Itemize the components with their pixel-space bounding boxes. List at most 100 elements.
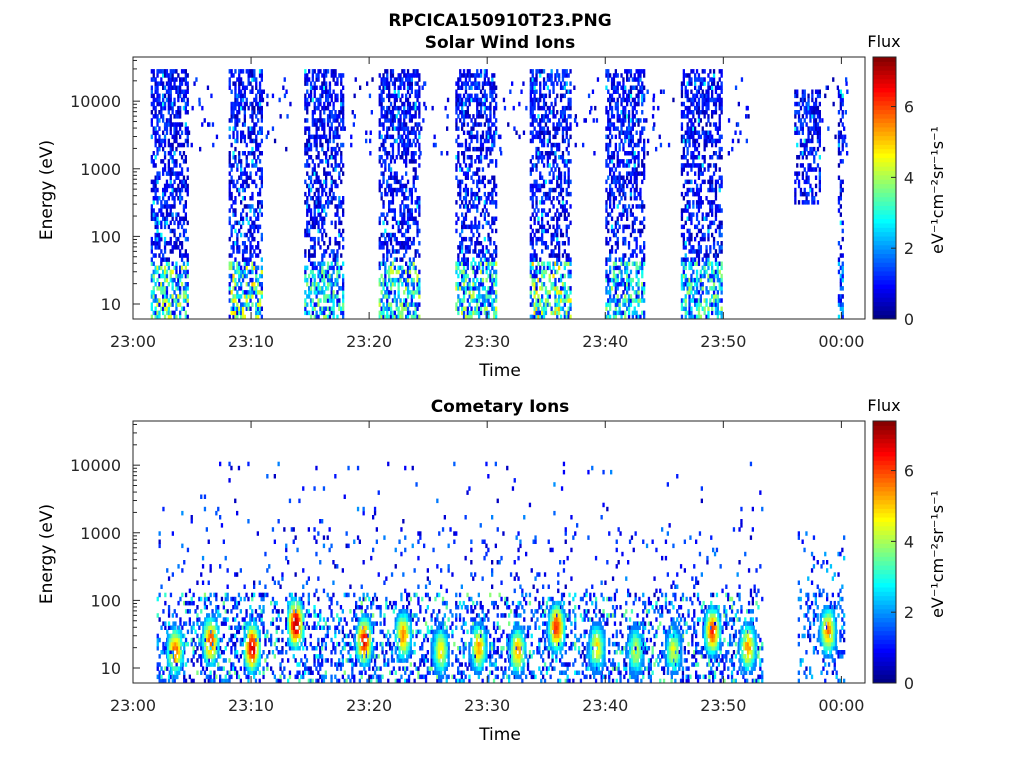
heatmap-cell (481, 269, 485, 275)
heatmap-cell (622, 187, 625, 193)
heatmap-cell (563, 118, 566, 123)
heatmap-cell (627, 151, 631, 156)
heatmap-cell (306, 101, 309, 107)
heatmap-cell (416, 200, 419, 205)
heatmap-cell (234, 105, 237, 111)
heatmap-cell (162, 216, 165, 221)
heatmap-cell (569, 114, 572, 119)
heatmap-cell (251, 265, 254, 271)
heatmap-cell (624, 208, 627, 213)
heatmap-cell (308, 191, 311, 197)
heatmap-cell (639, 134, 642, 140)
heatmap-cell (684, 85, 687, 90)
heatmap-cell (249, 216, 252, 221)
heatmap-cell (468, 134, 471, 140)
heatmap-cell (406, 310, 410, 316)
solar-wind-title: Solar Wind Ions (425, 33, 576, 53)
heatmap-cell (552, 126, 555, 131)
heatmap-cell (405, 151, 408, 156)
heatmap-cell (384, 273, 387, 279)
heatmap-cell (260, 236, 263, 242)
heatmap-cell (230, 232, 233, 238)
heatmap-cell (336, 81, 339, 86)
heatmap-cell (552, 122, 555, 127)
heatmap-cell (308, 155, 311, 160)
heatmap-cell (184, 73, 187, 78)
heatmap-cell (462, 314, 466, 320)
heatmap-cell (493, 110, 496, 115)
heatmap-cell (323, 241, 326, 246)
heatmap-cell (643, 241, 646, 246)
heatmap-cell (330, 249, 333, 254)
heatmap-cell (260, 269, 263, 275)
heatmap-cell (682, 167, 685, 172)
heatmap-cell (684, 282, 687, 287)
heatmap-cell (245, 282, 248, 287)
heatmap-cell (565, 191, 568, 197)
heatmap-cell (171, 142, 174, 148)
heatmap-cell (565, 228, 568, 234)
heatmap-cell (171, 155, 174, 160)
heatmap-cell (631, 212, 634, 217)
heatmap-cell (388, 81, 391, 86)
heatmap-cell (612, 155, 616, 160)
heatmap-cell (401, 245, 404, 250)
heatmap-cell (541, 306, 544, 311)
heatmap-cell (414, 93, 417, 99)
heatmap-cell (618, 175, 621, 180)
heatmap-cell (150, 159, 153, 164)
heatmap-cell (686, 97, 689, 103)
heatmap-cell (544, 151, 548, 156)
heatmap-cell (416, 122, 419, 127)
heatmap-cell (253, 151, 256, 156)
heatmap-cell (529, 77, 532, 82)
heatmap-cell (342, 118, 345, 123)
heatmap-cell (633, 142, 636, 148)
heatmap-cell (688, 134, 691, 140)
heatmap-cell (690, 290, 693, 295)
heatmap-cell (487, 265, 490, 271)
heatmap-cell (167, 306, 170, 311)
heatmap-cell (406, 179, 410, 185)
heatmap-cell (686, 208, 689, 213)
heatmap-cell (255, 183, 258, 189)
heatmap-cell (304, 146, 307, 152)
heatmap-cell (641, 110, 644, 115)
heatmap-cell (186, 85, 189, 90)
heatmap-cell (395, 241, 398, 246)
heatmap-cell (635, 179, 638, 185)
heatmap-cell (478, 155, 481, 160)
heatmap-cell (160, 261, 163, 266)
heatmap-cell (610, 105, 614, 111)
heatmap-cell (491, 298, 494, 303)
heatmap-cell (485, 208, 488, 213)
heatmap-cell (389, 269, 393, 275)
heatmap-cell (160, 282, 163, 287)
heatmap-cell (529, 273, 532, 279)
heatmap-cell (544, 290, 548, 295)
heatmap-cell (317, 175, 320, 180)
heatmap-cell (393, 236, 396, 242)
heatmap-cell (163, 306, 167, 311)
heatmap-cell (537, 183, 540, 189)
heatmap-cell (323, 290, 326, 295)
heatmap-cell (686, 105, 689, 111)
heatmap-cell (332, 155, 335, 160)
heatmap-cell (612, 277, 616, 283)
heatmap-cell (169, 101, 172, 107)
heatmap-cell (639, 89, 642, 94)
heatmap-cell (160, 114, 163, 119)
heatmap-cell (639, 265, 642, 271)
heatmap-cell (680, 314, 684, 320)
heatmap-cell (432, 142, 436, 148)
heatmap-cell (230, 118, 233, 123)
heatmap-cell (169, 302, 172, 307)
heatmap-cell (470, 126, 473, 131)
heatmap-cell (412, 114, 415, 119)
heatmap-cell (641, 269, 644, 275)
heatmap-cell (243, 122, 246, 127)
heatmap-cell (238, 73, 241, 78)
heatmap-cell (478, 114, 481, 119)
heatmap-cell (406, 294, 410, 299)
heatmap-cell (686, 151, 689, 156)
